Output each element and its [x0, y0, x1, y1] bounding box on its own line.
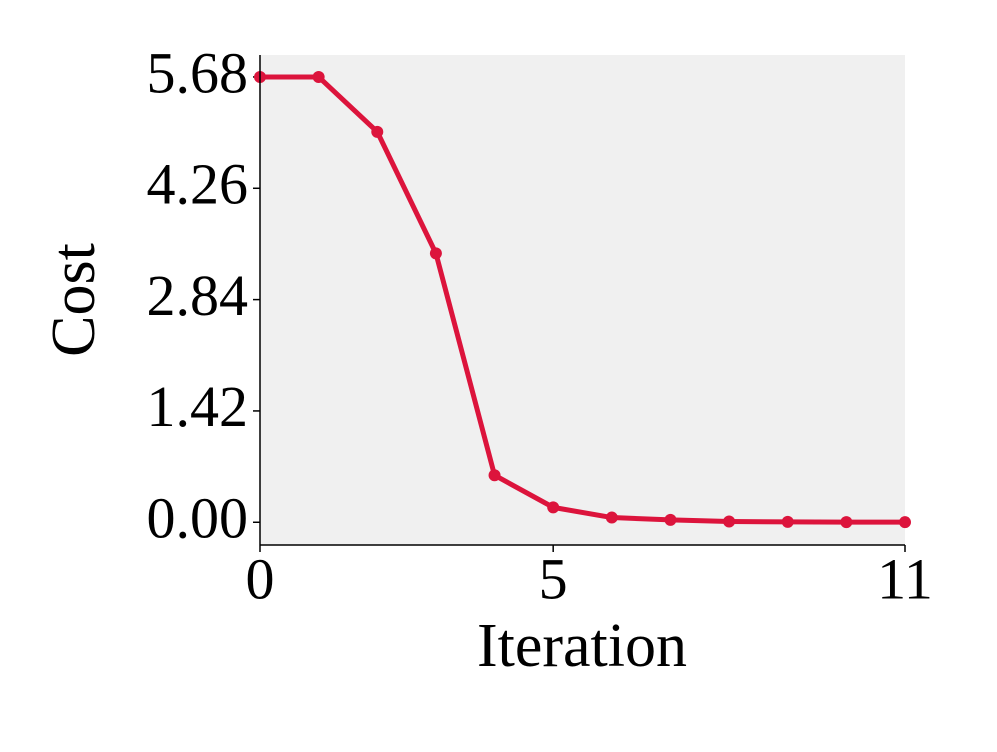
point [371, 125, 384, 138]
y-tick-label: 4.26 [147, 152, 249, 217]
point [723, 515, 736, 528]
y-axis-label: Cost [40, 243, 108, 357]
point [664, 513, 677, 526]
x-tick-label: 5 [539, 546, 568, 611]
plot-background [260, 55, 905, 545]
y-tick-label: 5.68 [147, 40, 249, 105]
point [312, 70, 325, 83]
point [899, 516, 911, 529]
y-tick-label: 2.84 [147, 263, 249, 328]
point [429, 247, 442, 260]
y-tick-label: 1.42 [147, 374, 249, 439]
x-tick-label: 11 [877, 546, 933, 611]
x-tick-label: 0 [246, 546, 275, 611]
ticks: 0.00 1.42 2.84 4.26 5.68 0 5 11 [147, 40, 933, 611]
point [840, 516, 853, 529]
line [260, 74, 906, 525]
series [254, 70, 911, 529]
point [488, 469, 501, 482]
point [781, 515, 794, 528]
point [547, 501, 560, 514]
y-tick-label: 0.00 [147, 486, 249, 551]
x-axis-label: Iteration [477, 612, 687, 680]
point [605, 511, 618, 524]
